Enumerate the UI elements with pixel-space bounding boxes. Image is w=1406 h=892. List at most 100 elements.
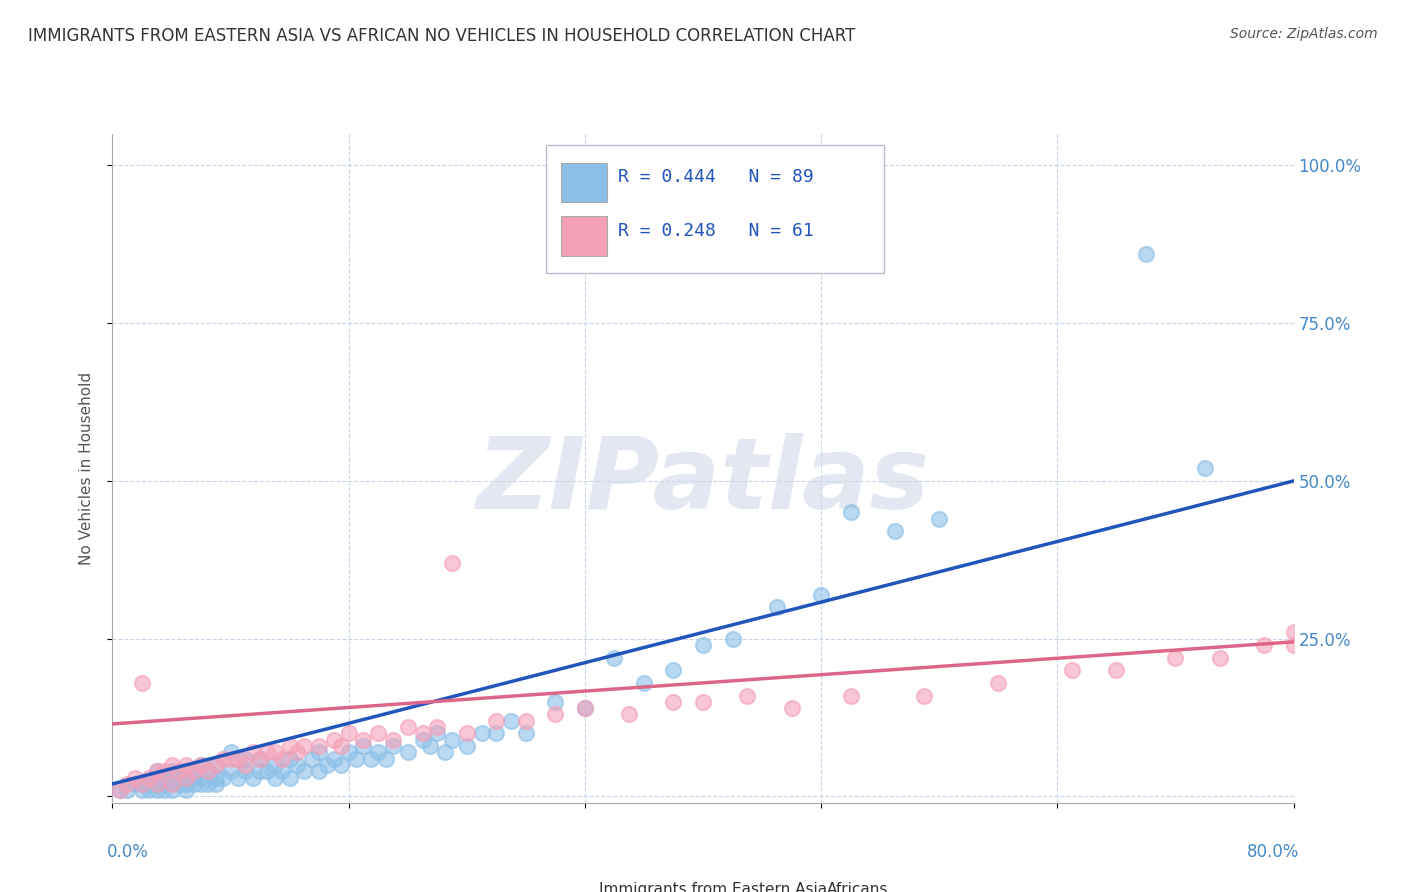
Point — [160, 771, 183, 785]
Point — [256, 745, 278, 759]
Point — [233, 764, 256, 779]
Point — [433, 745, 456, 759]
Text: 80.0%: 80.0% — [1247, 843, 1299, 861]
Point — [153, 771, 176, 785]
Point — [160, 777, 183, 791]
Point — [337, 726, 360, 740]
Point — [1208, 650, 1232, 665]
Point — [382, 732, 405, 747]
Point — [138, 783, 160, 797]
Point — [160, 783, 183, 797]
Point — [108, 783, 131, 797]
Point — [323, 732, 346, 747]
Point — [574, 701, 596, 715]
Point — [292, 764, 315, 779]
Point — [117, 783, 138, 797]
Point — [1062, 663, 1084, 677]
Point — [117, 777, 138, 791]
Point — [249, 751, 271, 765]
FancyBboxPatch shape — [561, 162, 607, 202]
Point — [330, 739, 353, 753]
Point — [884, 524, 907, 539]
Point — [692, 638, 714, 652]
Text: Immigrants from Eastern Asia: Immigrants from Eastern Asia — [599, 882, 827, 892]
Point — [271, 764, 294, 779]
Point — [219, 745, 242, 759]
Point — [987, 676, 1010, 690]
Point — [426, 720, 449, 734]
Point — [839, 689, 862, 703]
Point — [131, 777, 153, 791]
Text: 0.0%: 0.0% — [107, 843, 149, 861]
Point — [441, 732, 464, 747]
Point — [242, 771, 264, 785]
Point — [1194, 461, 1216, 475]
Point — [308, 739, 330, 753]
Text: IMMIGRANTS FROM EASTERN ASIA VS AFRICAN NO VEHICLES IN HOUSEHOLD CORRELATION CHA: IMMIGRANTS FROM EASTERN ASIA VS AFRICAN … — [28, 27, 855, 45]
Point — [174, 764, 197, 779]
Point — [249, 751, 271, 765]
Text: ZIPatlas: ZIPatlas — [477, 434, 929, 530]
Point — [367, 726, 389, 740]
Point — [285, 745, 308, 759]
Point — [721, 632, 744, 646]
Point — [219, 764, 242, 779]
Point — [190, 777, 212, 791]
Point — [131, 777, 153, 791]
Point — [619, 707, 641, 722]
Point — [515, 726, 537, 740]
Point — [153, 777, 176, 791]
Point — [367, 745, 389, 759]
Point — [501, 714, 523, 728]
Point — [278, 739, 301, 753]
Point — [108, 783, 131, 797]
Point — [197, 764, 219, 779]
Point — [146, 777, 169, 791]
Point — [1253, 638, 1275, 652]
Point — [160, 764, 183, 779]
Point — [737, 689, 759, 703]
FancyBboxPatch shape — [546, 145, 884, 273]
Point — [470, 726, 494, 740]
Point — [174, 777, 197, 791]
Point — [138, 771, 160, 785]
Point — [456, 739, 478, 753]
Point — [153, 783, 176, 797]
Point — [174, 771, 197, 785]
Point — [330, 758, 353, 772]
Point — [278, 771, 301, 785]
Point — [264, 771, 287, 785]
Point — [190, 758, 212, 772]
Point — [396, 745, 419, 759]
Point — [456, 726, 478, 740]
Point — [411, 726, 433, 740]
Point — [337, 745, 360, 759]
Point — [138, 777, 160, 791]
Point — [242, 745, 264, 759]
Point — [485, 726, 508, 740]
Point — [1164, 650, 1187, 665]
Point — [183, 777, 205, 791]
Point — [146, 783, 169, 797]
Point — [160, 758, 183, 772]
Point — [131, 676, 153, 690]
Point — [153, 764, 176, 779]
Point — [167, 764, 190, 779]
Point — [544, 695, 567, 709]
Point — [264, 758, 287, 772]
Point — [205, 758, 228, 772]
Point — [233, 758, 256, 772]
Point — [160, 777, 183, 791]
Point — [174, 771, 197, 785]
Point — [374, 751, 396, 765]
Point — [124, 771, 146, 785]
Point — [146, 777, 169, 791]
Point — [382, 739, 405, 753]
Point — [124, 777, 146, 791]
Point — [419, 739, 441, 753]
Point — [485, 714, 508, 728]
Point — [411, 732, 433, 747]
Point — [810, 588, 832, 602]
Point — [928, 512, 950, 526]
Point — [190, 771, 212, 785]
